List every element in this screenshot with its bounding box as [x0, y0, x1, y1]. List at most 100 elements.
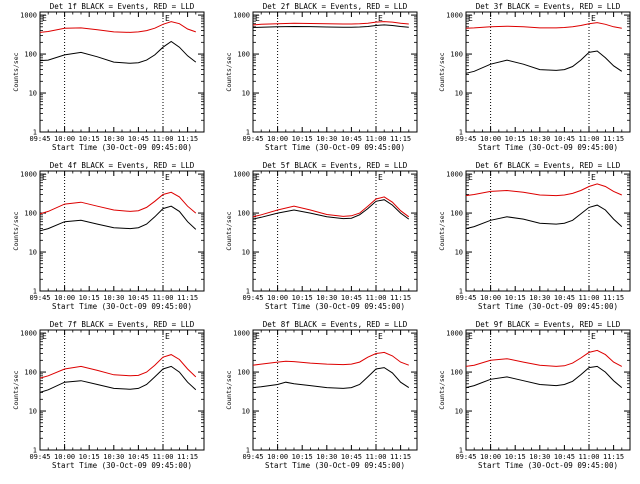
x-tick-label: 10:45 — [554, 135, 575, 143]
x-tick-label: 11:15 — [603, 135, 624, 143]
x-tick-label: 09:45 — [455, 453, 476, 461]
x-tick-label: 10:45 — [128, 135, 149, 143]
e-marker: E — [591, 173, 596, 182]
x-tick-label: 09:45 — [242, 294, 263, 302]
y-axis-label: Counts/sec — [225, 52, 233, 91]
e-marker: E — [378, 14, 383, 23]
y-tick-label: 100 — [237, 210, 250, 218]
x-tick-label: 10:00 — [54, 135, 75, 143]
x-tick-label: 09:45 — [455, 135, 476, 143]
y-tick-label: 1000 — [20, 330, 37, 338]
series-line-events — [39, 205, 197, 232]
x-tick-label: 10:45 — [128, 294, 149, 302]
e-marker: E — [255, 173, 260, 182]
y-tick-label: 1000 — [446, 330, 463, 338]
x-tick-label: 11:00 — [152, 135, 173, 143]
plot-title: Det 3f BLACK = Events, RED = LLD — [476, 2, 621, 11]
x-tick-label: 10:15 — [292, 294, 313, 302]
x-tick-label: 11:00 — [152, 453, 173, 461]
detector-plot-3: Det 3f BLACK = Events, RED = LLD 1 10 100 10… — [438, 2, 631, 152]
series-line-lld — [252, 351, 409, 366]
y-tick-label: 1 — [33, 129, 37, 137]
e-marker: E — [378, 332, 383, 341]
e-marker: E — [165, 332, 170, 341]
plot-title: Det 8f BLACK = Events, RED = LLD — [263, 320, 408, 329]
y-tick-label: 10 — [242, 249, 250, 257]
detector-plot-9: Det 9f BLACK = Events, RED = LLD 1 10 100 10… — [438, 320, 631, 470]
detector-plot-5: Det 5f BLACK = Events, RED = LLD 1 10 100 10… — [225, 161, 418, 311]
x-tick-label: 11:00 — [578, 453, 599, 461]
detector-plot-6: Det 6f BLACK = Events, RED = LLD 1 10 100 10… — [438, 161, 631, 311]
y-tick-label: 1 — [246, 447, 250, 455]
x-tick-label: 10:30 — [529, 294, 550, 302]
e-marker: E — [591, 14, 596, 23]
x-tick-label: 10:15 — [79, 453, 100, 461]
x-tick-label: 11:00 — [152, 294, 173, 302]
x-tick-label: 11:00 — [578, 135, 599, 143]
series-line-events — [465, 365, 623, 389]
y-tick-label: 10 — [242, 408, 250, 416]
y-tick-label: 10 — [455, 408, 463, 416]
e-marker: E — [378, 173, 383, 182]
plot-title: Det 7f BLACK = Events, RED = LLD — [50, 320, 195, 329]
series-line-lld — [252, 196, 410, 218]
x-axis-label: Start Time (30-Oct-09 09:45:00) — [265, 143, 405, 152]
x-tick-label: 11:00 — [365, 453, 386, 461]
x-axis-label: Start Time (30-Oct-09 09:45:00) — [52, 143, 192, 152]
y-tick-label: 10 — [29, 408, 37, 416]
x-tick-label: 10:00 — [480, 294, 501, 302]
y-tick-label: 1 — [459, 129, 463, 137]
x-tick-label: 10:15 — [292, 453, 313, 461]
x-tick-label: 11:15 — [390, 135, 411, 143]
y-tick-label: 100 — [237, 369, 250, 377]
x-tick-label: 11:15 — [390, 453, 411, 461]
x-tick-label: 11:15 — [177, 294, 198, 302]
detector-plot-7: Det 7f BLACK = Events, RED = LLD 1 10 100 10… — [12, 320, 205, 470]
x-tick-label: 10:30 — [316, 453, 337, 461]
x-tick-label: 11:00 — [365, 294, 386, 302]
y-tick-label: 1000 — [20, 12, 37, 20]
y-tick-label: 10 — [29, 249, 37, 257]
series-line-events — [252, 24, 409, 28]
x-tick-label: 10:15 — [505, 294, 526, 302]
x-tick-label: 10:30 — [103, 453, 124, 461]
x-tick-label: 11:00 — [578, 294, 599, 302]
series-line-lld — [252, 21, 409, 26]
series-line-lld — [465, 22, 622, 29]
x-tick-label: 09:45 — [242, 135, 263, 143]
x-tick-label: 10:15 — [79, 135, 100, 143]
e-marker: E — [165, 14, 170, 23]
x-axis-label: Start Time (30-Oct-09 09:45:00) — [265, 302, 405, 311]
series-line-events — [39, 40, 197, 64]
plot-title: Det 9f BLACK = Events, RED = LLD — [476, 320, 621, 329]
series-line-lld — [39, 21, 196, 33]
x-axis-label: Start Time (30-Oct-09 09:45:00) — [265, 461, 405, 470]
x-axis-label: Start Time (30-Oct-09 09:45:00) — [52, 461, 192, 470]
series-line-events — [465, 50, 623, 74]
x-tick-label: 10:45 — [341, 453, 362, 461]
x-tick-label: 09:45 — [242, 453, 263, 461]
y-tick-label: 100 — [237, 51, 250, 59]
detector-plot-2: Det 2f BLACK = Events, RED = LLD 1 10 100 10… — [225, 2, 418, 152]
x-tick-label: 11:00 — [365, 135, 386, 143]
y-tick-label: 1 — [246, 129, 250, 137]
e-marker: E — [255, 332, 260, 341]
x-tick-label: 10:00 — [480, 135, 501, 143]
plot-title: Det 4f BLACK = Events, RED = LLD — [50, 161, 195, 170]
series-line-lld — [465, 183, 623, 197]
y-axis-label: Counts/sec — [438, 370, 446, 409]
y-axis-label: Counts/sec — [225, 211, 233, 250]
x-tick-label: 10:00 — [54, 453, 75, 461]
x-tick-label: 09:45 — [29, 135, 50, 143]
x-tick-label: 10:45 — [554, 294, 575, 302]
x-tick-label: 10:15 — [505, 135, 526, 143]
e-marker: E — [468, 332, 473, 341]
x-tick-label: 10:00 — [480, 453, 501, 461]
e-marker: E — [165, 173, 170, 182]
x-tick-label: 11:15 — [390, 294, 411, 302]
e-marker: E — [42, 14, 47, 23]
x-tick-label: 10:15 — [505, 453, 526, 461]
x-tick-label: 11:15 — [603, 453, 624, 461]
y-tick-label: 1 — [459, 447, 463, 455]
x-tick-label: 10:30 — [316, 135, 337, 143]
